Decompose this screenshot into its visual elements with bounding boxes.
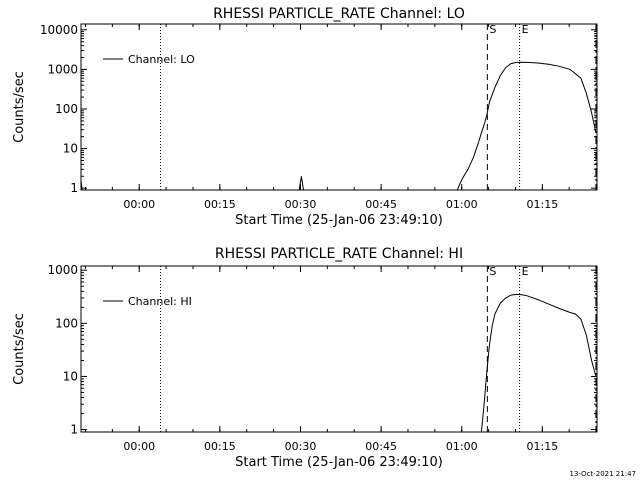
hi-chart-title: RHESSI PARTICLE_RATE Channel: HI [215, 246, 463, 262]
lo-series-line [80, 61, 597, 191]
hi-y-tick-label: 1 [70, 423, 78, 437]
lo-y-tick-label: 10 [63, 142, 78, 156]
lo-y-tick-label: 1000 [47, 62, 78, 76]
hi-x-tick-label: 00:00 [123, 440, 155, 453]
lo-y-axis-label: Counts/sec [12, 71, 27, 143]
lo-chart-title: RHESSI PARTICLE_RATE Channel: LO [213, 6, 465, 22]
lo-legend-label: Channel: LO [128, 53, 195, 66]
hi-x-axis-label: Start Time (25-Jan-06 23:49:10) [235, 455, 443, 470]
hi-y-tick-label: 1000 [47, 263, 78, 277]
hi-y-axis-label: Counts/sec [12, 313, 27, 385]
hi-marker-label-e: E [522, 265, 529, 278]
lo-x-tick-label: 00:30 [285, 198, 317, 211]
hi-series-line [480, 293, 597, 433]
hi-x-tick-label: 00:30 [285, 440, 317, 453]
lo-channel-panel: RHESSI PARTICLE_RATE Channel: LO 00:00 00:… [12, 6, 598, 228]
hi-legend-label: Channel: HI [128, 295, 192, 308]
lo-x-tick-label: 00:00 [123, 198, 155, 211]
hi-y-tick-label: 10 [63, 369, 78, 383]
lo-y-tick-label: 100 [55, 102, 78, 116]
hi-x-tick-label: 00:15 [204, 440, 236, 453]
hi-x-tick-label: 01:15 [527, 440, 559, 453]
lo-y-tick-label: 10000 [40, 23, 78, 37]
hi-x-tick-label: 01:00 [446, 440, 478, 453]
hi-marker-label-s: S [489, 265, 496, 278]
lo-x-tick-label: 01:15 [527, 198, 559, 211]
lo-x-axis-label: Start Time (25-Jan-06 23:49:10) [235, 213, 443, 228]
hi-y-tick-label: 100 [55, 316, 78, 330]
hi-x-tick-label: 00:45 [365, 440, 397, 453]
lo-x-tick-label: 00:45 [365, 198, 397, 211]
lo-x-tick-label: 00:15 [204, 198, 236, 211]
lo-x-tick-label: 01:00 [446, 198, 478, 211]
lo-marker-label-e: E [522, 23, 529, 36]
hi-channel-panel: RHESSI PARTICLE_RATE Channel: HI 00:00 00:… [12, 246, 598, 470]
hi-plot-frame [80, 265, 598, 433]
footer-timestamp: 13-Oct-2021 21:47 [570, 470, 636, 478]
lo-y-tick-label: 1 [70, 181, 78, 195]
lo-marker-label-s: S [489, 23, 496, 36]
